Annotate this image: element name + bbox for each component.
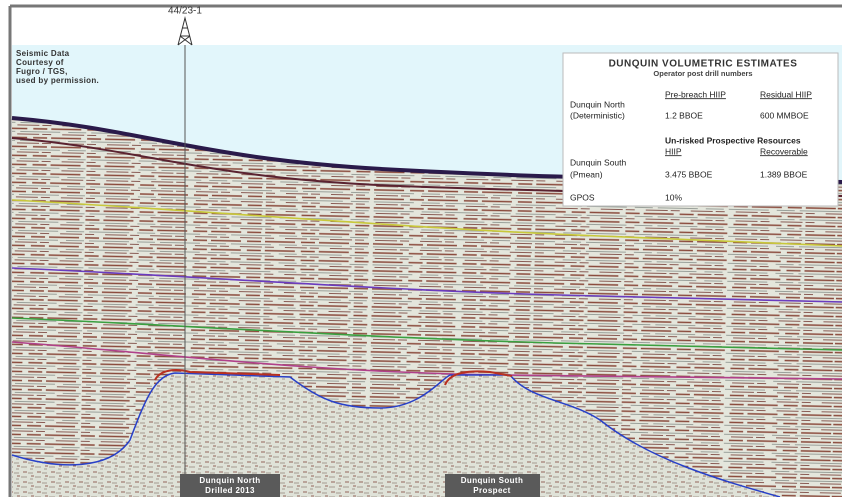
basement	[12, 373, 780, 497]
cell: 10%	[665, 192, 682, 202]
top-basement	[11, 372, 781, 498]
section-header: Un-risked Prospective Resources	[665, 135, 801, 145]
table-subtitle: Operator post drill numbers	[653, 69, 752, 78]
horizon	[11, 317, 842, 351]
horizon	[11, 267, 842, 303]
credit: Seismic Data	[16, 49, 70, 58]
feature-label: Dunquin North	[199, 476, 260, 485]
cell: 1.2 BBOE	[665, 110, 703, 120]
row-label: (Pmean)	[570, 169, 603, 179]
column-header: HIIP	[665, 146, 682, 156]
rig-icon	[177, 16, 193, 46]
column-header: Recoverable	[760, 146, 808, 156]
row-label: (Deterministic)	[570, 110, 625, 120]
carbonate-build-up	[444, 370, 513, 386]
carbonate-build-up	[154, 369, 281, 381]
feature-label: Prospect	[473, 486, 510, 495]
cell: 600 MMBOE	[760, 110, 809, 120]
feature-label: Drilled 2013	[205, 486, 255, 495]
estimates-table: DUNQUIN VOLUMETRIC ESTIMATES Operator po…	[562, 52, 839, 207]
table-box	[562, 52, 839, 207]
row-label: GPOS	[570, 192, 595, 202]
label-box	[445, 474, 540, 497]
column-header: Pre-breach HIIP	[665, 89, 726, 99]
row-label: Dunquin North	[570, 99, 625, 109]
cell: 3.475 BBOE	[665, 169, 713, 179]
table-title: DUNQUIN VOLUMETRIC ESTIMATES	[609, 59, 798, 70]
feature-label: Dunquin South	[461, 476, 524, 485]
label-box	[180, 474, 280, 497]
credit: Courtesy of	[16, 58, 64, 67]
column-header: Residual HIIP	[760, 89, 812, 99]
row-label: Dunquin South	[570, 157, 627, 167]
credit: used by permission.	[16, 76, 99, 85]
cell: 1.389 BBOE	[760, 169, 808, 179]
well-label: 44/23-1	[168, 6, 202, 17]
horizon	[11, 199, 842, 247]
credit: Fugro / TGS,	[16, 67, 68, 76]
